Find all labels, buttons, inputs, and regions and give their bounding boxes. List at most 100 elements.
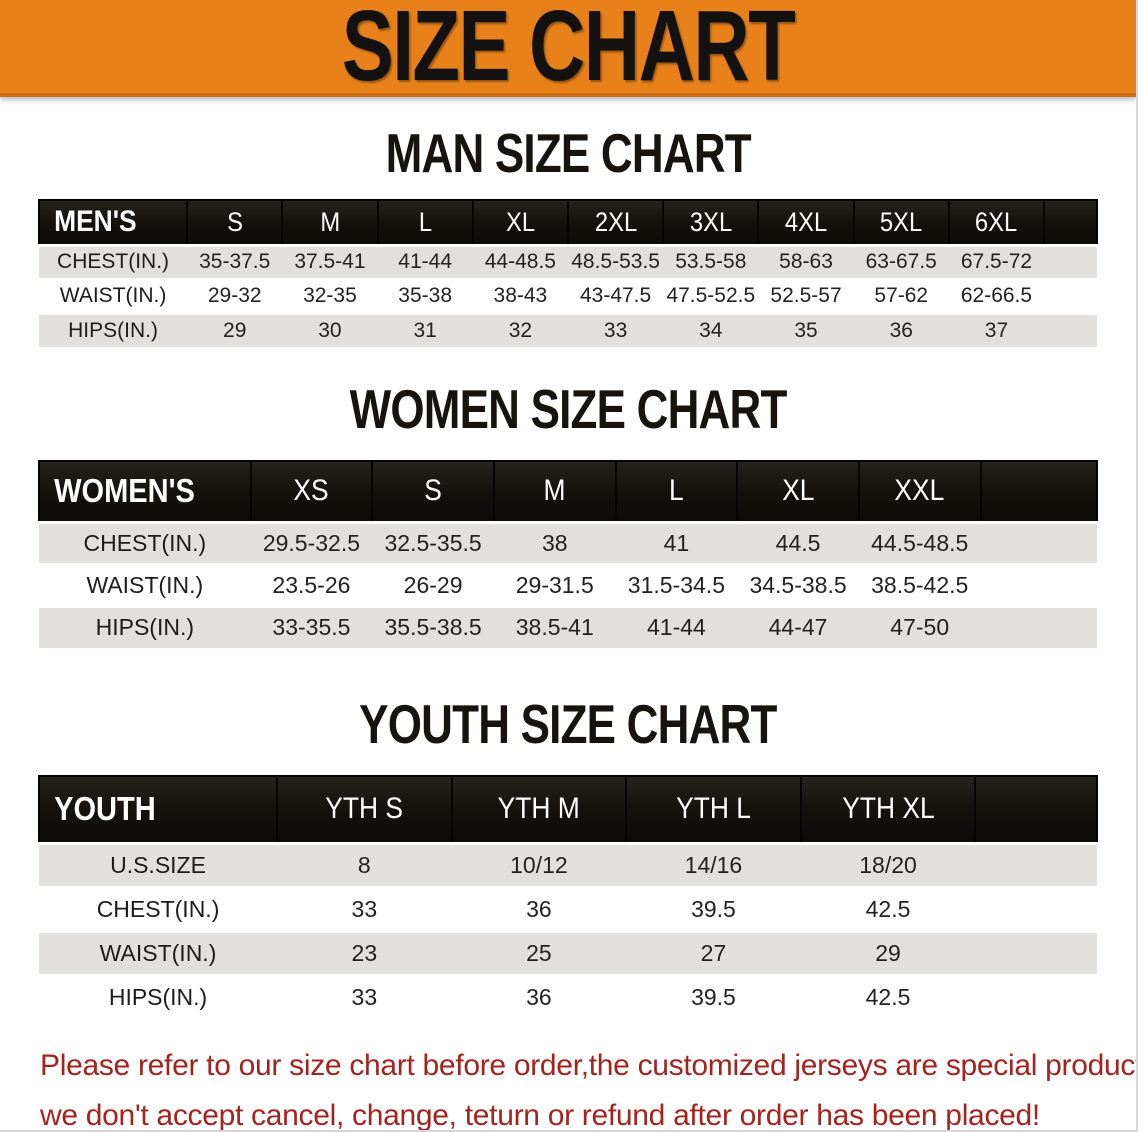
cell-value: 33 bbox=[567, 311, 664, 347]
row-label: WAIST(IN.) bbox=[39, 562, 251, 606]
column-header: S bbox=[371, 460, 495, 523]
column-header: YTH L bbox=[625, 775, 802, 844]
cell-value: 23 bbox=[277, 929, 452, 975]
youth-section-heading-text: YOUTH SIZE CHART bbox=[359, 693, 777, 755]
cell-value: 35-37.5 bbox=[187, 243, 283, 279]
row-filler-cell bbox=[1044, 243, 1097, 279]
table-title-cell: YOUTH bbox=[37, 775, 279, 844]
cell-value: 34 bbox=[663, 311, 759, 347]
cell-value: 62-66.5 bbox=[948, 277, 1045, 313]
cell-value: 43-47.5 bbox=[567, 277, 664, 313]
table-row: CHEST(IN.) 29.5-32.5 32.5-35.5 38 41 44.5 44.5… bbox=[39, 520, 1097, 564]
cell-value: 29.5-32.5 bbox=[250, 520, 373, 564]
table-row: CHEST(IN.) 33 36 39.5 42.5 bbox=[39, 885, 1097, 931]
cell-value: 47.5-52.5 bbox=[663, 277, 759, 313]
column-header: S bbox=[186, 199, 284, 246]
column-header: XL bbox=[736, 460, 860, 523]
cell-value: 23.5-26 bbox=[250, 562, 373, 606]
column-header: YTH M bbox=[450, 775, 628, 844]
cell-value: 30 bbox=[282, 311, 378, 347]
column-header: 3XL bbox=[662, 199, 760, 246]
section-youth: YOUTH SIZE CHART YOUTH YTH S YTH M YTH L YTH… bbox=[0, 693, 1136, 1019]
table-header-row: MEN'S S M L XL 2XL 3XL 4XL 5XL 6XL bbox=[37, 199, 1098, 246]
cell-value: 35 bbox=[758, 311, 854, 347]
table-header-row: WOMEN'S XS S M L XL XXL bbox=[38, 460, 1099, 523]
header-filler-cell bbox=[979, 460, 1099, 523]
table-row: HIPS(IN.) 33 36 39.5 42.5 bbox=[39, 973, 1097, 1019]
banner: SIZE CHART bbox=[0, 0, 1136, 97]
cell-value: 32 bbox=[472, 311, 568, 347]
cell-value: 29 bbox=[187, 311, 283, 347]
cell-value: 38.5-42.5 bbox=[858, 562, 981, 606]
table-row: HIPS(IN.) 33-35.5 35.5-38.5 38.5-41 41-44 44-… bbox=[39, 604, 1097, 648]
cell-value: 37 bbox=[948, 311, 1045, 347]
cell-value: 44.5-48.5 bbox=[858, 520, 981, 564]
cell-value: 27 bbox=[626, 929, 801, 975]
cell-value: 32-35 bbox=[282, 277, 378, 313]
table-row: HIPS(IN.) 29 30 31 32 33 34 35 36 37 bbox=[39, 311, 1097, 347]
cell-value: 44.5 bbox=[737, 520, 859, 564]
row-filler-cell bbox=[980, 604, 1097, 648]
cell-value: 38 bbox=[493, 520, 616, 564]
table-title-cell: WOMEN'S bbox=[38, 460, 252, 523]
cell-value: 29-32 bbox=[187, 277, 283, 313]
cell-value: 29 bbox=[800, 929, 976, 975]
cell-value: 41-44 bbox=[377, 243, 473, 279]
row-label: CHEST(IN.) bbox=[39, 243, 188, 279]
women-size-table: WOMEN'S XS S M L XL XXL CHEST(IN.) 29.5-32.5 32.5… bbox=[38, 460, 1099, 648]
row-label: CHEST(IN.) bbox=[39, 885, 278, 931]
women-section-heading-text: WOMEN SIZE CHART bbox=[349, 378, 788, 440]
women-section-heading: WOMEN SIZE CHART bbox=[0, 378, 1136, 440]
row-filler-cell bbox=[975, 841, 1097, 887]
column-header: 2XL bbox=[566, 199, 665, 246]
cell-value: 67.5-72 bbox=[948, 243, 1045, 279]
cell-value: 39.5 bbox=[626, 973, 801, 1019]
row-filler-cell bbox=[975, 929, 1097, 975]
cell-value: 32.5-35.5 bbox=[372, 520, 494, 564]
cell-value: 44-47 bbox=[737, 604, 859, 648]
row-filler-cell bbox=[1044, 311, 1097, 347]
cell-value: 39.5 bbox=[626, 885, 801, 931]
column-header: XL bbox=[471, 199, 569, 246]
cell-value: 33-35.5 bbox=[250, 604, 373, 648]
row-filler-cell bbox=[975, 885, 1097, 931]
cell-value: 42.5 bbox=[800, 973, 976, 1019]
men-size-table: MEN'S S M L XL 2XL 3XL 4XL 5XL 6XL CHEST(IN.) 35-37… bbox=[37, 199, 1098, 347]
table-row: WAIST(IN.) 23.5-26 26-29 29-31.5 31.5-34.5 34… bbox=[39, 562, 1097, 606]
table-row: CHEST(IN.) 35-37.5 37.5-41 41-44 44-48.5 48.5… bbox=[39, 243, 1097, 279]
row-filler-cell bbox=[980, 562, 1097, 606]
cell-value: 47-50 bbox=[858, 604, 981, 648]
disclaimer-line-1: Please refer to our size chart before or… bbox=[40, 1049, 1138, 1082]
cell-value: 29-31.5 bbox=[493, 562, 616, 606]
cell-value: 10/12 bbox=[451, 841, 627, 887]
cell-value: 37.5-41 bbox=[282, 243, 378, 279]
row-label: WAIST(IN.) bbox=[39, 277, 188, 313]
disclaimer-line-2: we don't accept cancel, change, teturn o… bbox=[40, 1099, 1040, 1132]
cell-value: 38.5-41 bbox=[493, 604, 616, 648]
column-header: 5XL bbox=[852, 199, 950, 246]
row-label: HIPS(IN.) bbox=[39, 604, 251, 648]
cell-value: 35-38 bbox=[377, 277, 473, 313]
men-section-heading-text: MAN SIZE CHART bbox=[385, 122, 751, 184]
cell-value: 41 bbox=[615, 520, 738, 564]
column-header: XS bbox=[249, 460, 374, 523]
column-header: YTH XL bbox=[799, 775, 977, 844]
cell-value: 25 bbox=[451, 929, 627, 975]
cell-value: 33 bbox=[277, 885, 452, 931]
cell-value: 31 bbox=[377, 311, 473, 347]
column-header: 4XL bbox=[757, 199, 855, 246]
column-header: XXL bbox=[857, 460, 982, 523]
column-header: 6XL bbox=[947, 199, 1046, 246]
header-filler-cell bbox=[1043, 199, 1098, 246]
row-label: HIPS(IN.) bbox=[39, 973, 278, 1019]
table-row: U.S.SIZE 8 10/12 14/16 18/20 bbox=[39, 841, 1097, 887]
cell-value: 38-43 bbox=[472, 277, 568, 313]
cell-value: 42.5 bbox=[800, 885, 976, 931]
row-filler-cell bbox=[1044, 277, 1097, 313]
disclaimer: Please refer to our size chart before or… bbox=[0, 1041, 1138, 1132]
cell-value: 34.5-38.5 bbox=[737, 562, 859, 606]
table-row: WAIST(IN.) 23 25 27 29 bbox=[39, 929, 1097, 975]
cell-value: 44-48.5 bbox=[472, 243, 568, 279]
cell-value: 31.5-34.5 bbox=[615, 562, 738, 606]
